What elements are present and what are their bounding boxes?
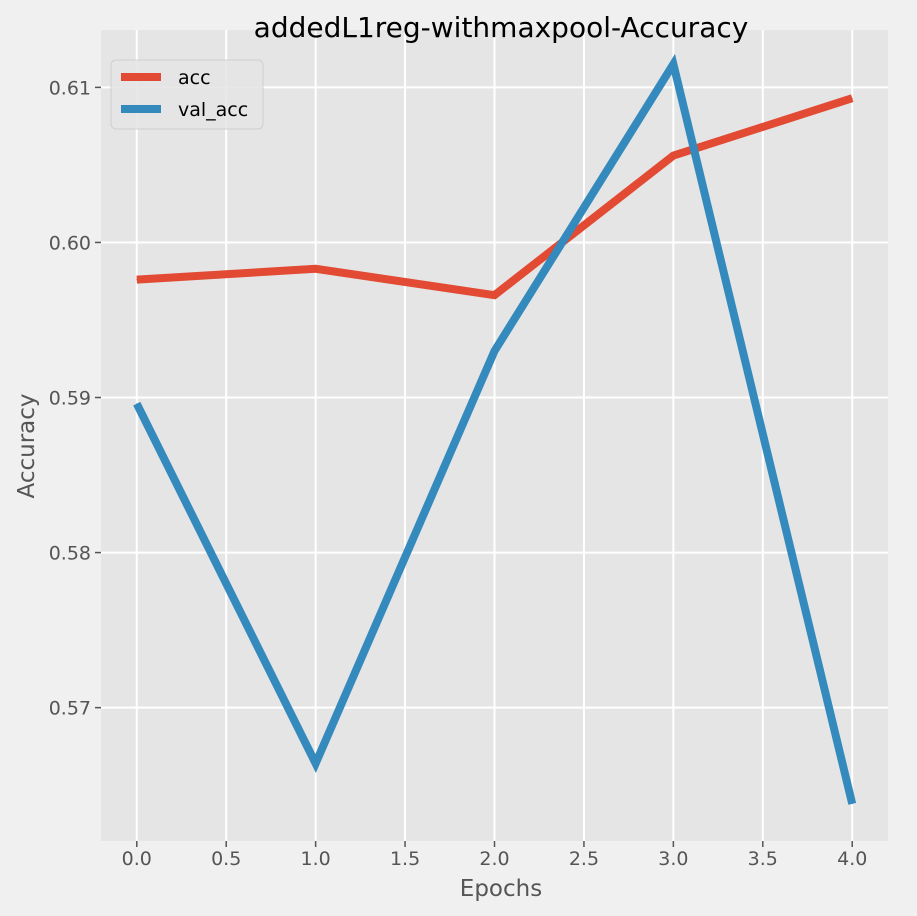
data-point-acc bbox=[851, 97, 853, 99]
data-point-acc bbox=[494, 294, 495, 296]
x-axis-label: Epochs bbox=[460, 876, 542, 902]
legend-label: acc bbox=[178, 67, 211, 89]
chart-title: addedL1reg-withmaxpool-Accuracy bbox=[254, 11, 749, 44]
y-tick-label: 0.58 bbox=[49, 543, 91, 565]
data-point-val-acc bbox=[136, 403, 138, 405]
y-axis-ticks: 0.57 0.58 0.59 0.60 0.61 bbox=[49, 77, 101, 720]
data-point-val-acc bbox=[315, 762, 317, 764]
x-tick-label: 0.5 bbox=[211, 848, 241, 870]
y-axis-label: Accuracy bbox=[14, 393, 40, 498]
x-tick-label: 4.0 bbox=[837, 848, 867, 870]
y-tick-label: 0.57 bbox=[49, 698, 91, 720]
x-tick-label: 2.0 bbox=[479, 848, 509, 870]
x-tick-label: 3.0 bbox=[658, 848, 688, 870]
data-point-acc bbox=[136, 279, 138, 281]
series-layer bbox=[133, 53, 857, 805]
x-tick-label: 2.5 bbox=[569, 848, 599, 870]
x-tick-label: 1.0 bbox=[301, 848, 331, 870]
y-tick-label: 0.59 bbox=[49, 388, 91, 410]
data-point-val-acc bbox=[494, 350, 495, 352]
data-point-val-acc bbox=[672, 63, 674, 65]
x-tick-label: 1.5 bbox=[390, 848, 420, 870]
data-point-acc bbox=[672, 155, 674, 157]
y-tick-label: 0.61 bbox=[49, 77, 91, 99]
x-tick-label: 0.0 bbox=[122, 848, 152, 870]
legend: acc val_acc bbox=[110, 59, 264, 130]
x-tick-label: 3.5 bbox=[748, 848, 778, 870]
y-tick-label: 0.60 bbox=[49, 232, 91, 254]
legend-label: val_acc bbox=[178, 99, 248, 121]
data-point-acc bbox=[315, 268, 317, 270]
data-point-val-acc bbox=[851, 803, 853, 805]
x-axis-ticks: 0.0 0.5 1.0 1.5 2.0 2.5 3.0 3.5 4.0 bbox=[122, 841, 867, 870]
